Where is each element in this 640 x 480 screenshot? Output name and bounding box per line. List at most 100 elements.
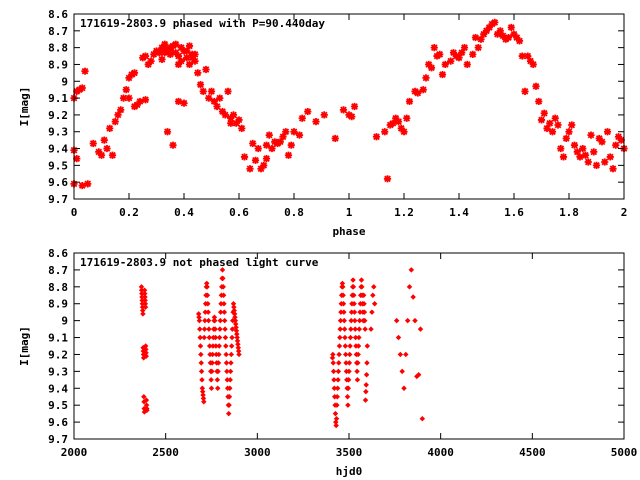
data-point bbox=[174, 52, 183, 60]
data-point bbox=[169, 141, 177, 149]
y-tick-label: 9 bbox=[61, 315, 68, 328]
data-point bbox=[336, 351, 342, 358]
data-point bbox=[548, 128, 557, 136]
data-point bbox=[513, 33, 521, 42]
data-point bbox=[201, 399, 207, 405]
data-point bbox=[356, 334, 362, 341]
data-point bbox=[361, 301, 367, 307]
data-point bbox=[612, 141, 620, 149]
data-point bbox=[222, 334, 229, 341]
y-tick-label: 9 bbox=[61, 75, 68, 88]
data-point bbox=[329, 355, 336, 361]
data-point bbox=[282, 128, 290, 136]
data-point bbox=[570, 141, 579, 149]
data-point bbox=[350, 284, 357, 290]
data-point bbox=[335, 377, 341, 383]
phased-y-axis-label: I[mag] bbox=[18, 87, 31, 127]
data-point bbox=[590, 148, 598, 156]
data-point bbox=[342, 343, 349, 349]
data-point bbox=[568, 121, 576, 129]
data-point bbox=[216, 94, 224, 102]
data-point bbox=[351, 301, 357, 307]
data-point bbox=[155, 49, 163, 57]
data-point bbox=[197, 334, 203, 341]
data-point bbox=[348, 326, 354, 332]
data-point bbox=[229, 111, 238, 119]
data-point bbox=[606, 153, 614, 161]
data-point bbox=[235, 116, 243, 124]
data-point bbox=[393, 317, 400, 324]
data-point bbox=[172, 49, 180, 57]
data-point bbox=[188, 54, 196, 62]
data-point bbox=[579, 144, 587, 153]
data-point bbox=[199, 377, 205, 383]
data-point bbox=[150, 50, 158, 58]
data-point bbox=[363, 382, 369, 388]
data-point bbox=[197, 343, 204, 349]
data-point bbox=[559, 153, 568, 161]
data-point bbox=[130, 69, 139, 77]
data-point bbox=[345, 385, 351, 391]
data-point bbox=[449, 49, 458, 57]
x-tick-label: 1.4 bbox=[449, 206, 469, 219]
y-tick-label: 9.7 bbox=[48, 433, 68, 446]
data-point bbox=[370, 292, 376, 298]
data-point bbox=[206, 326, 212, 332]
data-point bbox=[436, 50, 444, 58]
data-point bbox=[425, 60, 433, 69]
data-point bbox=[344, 394, 351, 400]
y-tick-label: 9.1 bbox=[48, 332, 68, 345]
data-point bbox=[249, 139, 257, 148]
data-point bbox=[103, 144, 111, 153]
data-point bbox=[220, 292, 227, 298]
x-tick-label: 5000 bbox=[611, 446, 638, 459]
data-point bbox=[529, 60, 537, 69]
data-point bbox=[117, 106, 125, 114]
data-point bbox=[141, 52, 150, 60]
data-point bbox=[507, 23, 515, 32]
data-point bbox=[350, 102, 359, 111]
data-point bbox=[206, 334, 213, 341]
data-point bbox=[330, 351, 336, 358]
data-point bbox=[415, 372, 422, 378]
data-point bbox=[279, 133, 287, 141]
y-tick-label: 8.6 bbox=[48, 8, 68, 21]
data-point bbox=[535, 97, 543, 106]
data-point bbox=[276, 138, 284, 146]
data-point bbox=[394, 118, 403, 126]
x-tick-label: 0.8 bbox=[284, 206, 304, 219]
data-point bbox=[389, 119, 397, 127]
data-point bbox=[216, 351, 222, 358]
data-point bbox=[238, 124, 246, 132]
data-point bbox=[335, 368, 342, 375]
data-point bbox=[119, 94, 128, 102]
data-point bbox=[221, 111, 229, 119]
data-point bbox=[355, 360, 361, 366]
data-point bbox=[348, 112, 356, 121]
data-point bbox=[504, 33, 513, 42]
data-point bbox=[180, 99, 188, 107]
x-tick-label: 0.2 bbox=[119, 206, 139, 219]
data-point bbox=[227, 119, 235, 127]
data-point bbox=[216, 343, 222, 349]
y-tick-label: 8.8 bbox=[48, 281, 68, 294]
y-tick-label: 9.3 bbox=[48, 126, 68, 139]
data-point bbox=[340, 292, 346, 298]
data-point bbox=[609, 165, 617, 173]
data-point bbox=[403, 351, 409, 358]
data-point bbox=[199, 87, 207, 95]
data-point bbox=[334, 394, 340, 400]
data-point bbox=[430, 44, 438, 52]
data-point bbox=[221, 301, 227, 307]
data-point bbox=[573, 148, 581, 156]
data-point bbox=[133, 101, 141, 109]
data-point bbox=[345, 402, 351, 408]
data-point bbox=[166, 50, 174, 58]
x-tick-label: 0.4 bbox=[174, 206, 194, 219]
x-tick-label: 4000 bbox=[427, 446, 454, 459]
data-point bbox=[499, 32, 507, 40]
data-point bbox=[185, 42, 194, 50]
data-point bbox=[557, 144, 565, 153]
y-tick-label: 9.6 bbox=[48, 176, 68, 189]
data-point bbox=[614, 133, 623, 141]
